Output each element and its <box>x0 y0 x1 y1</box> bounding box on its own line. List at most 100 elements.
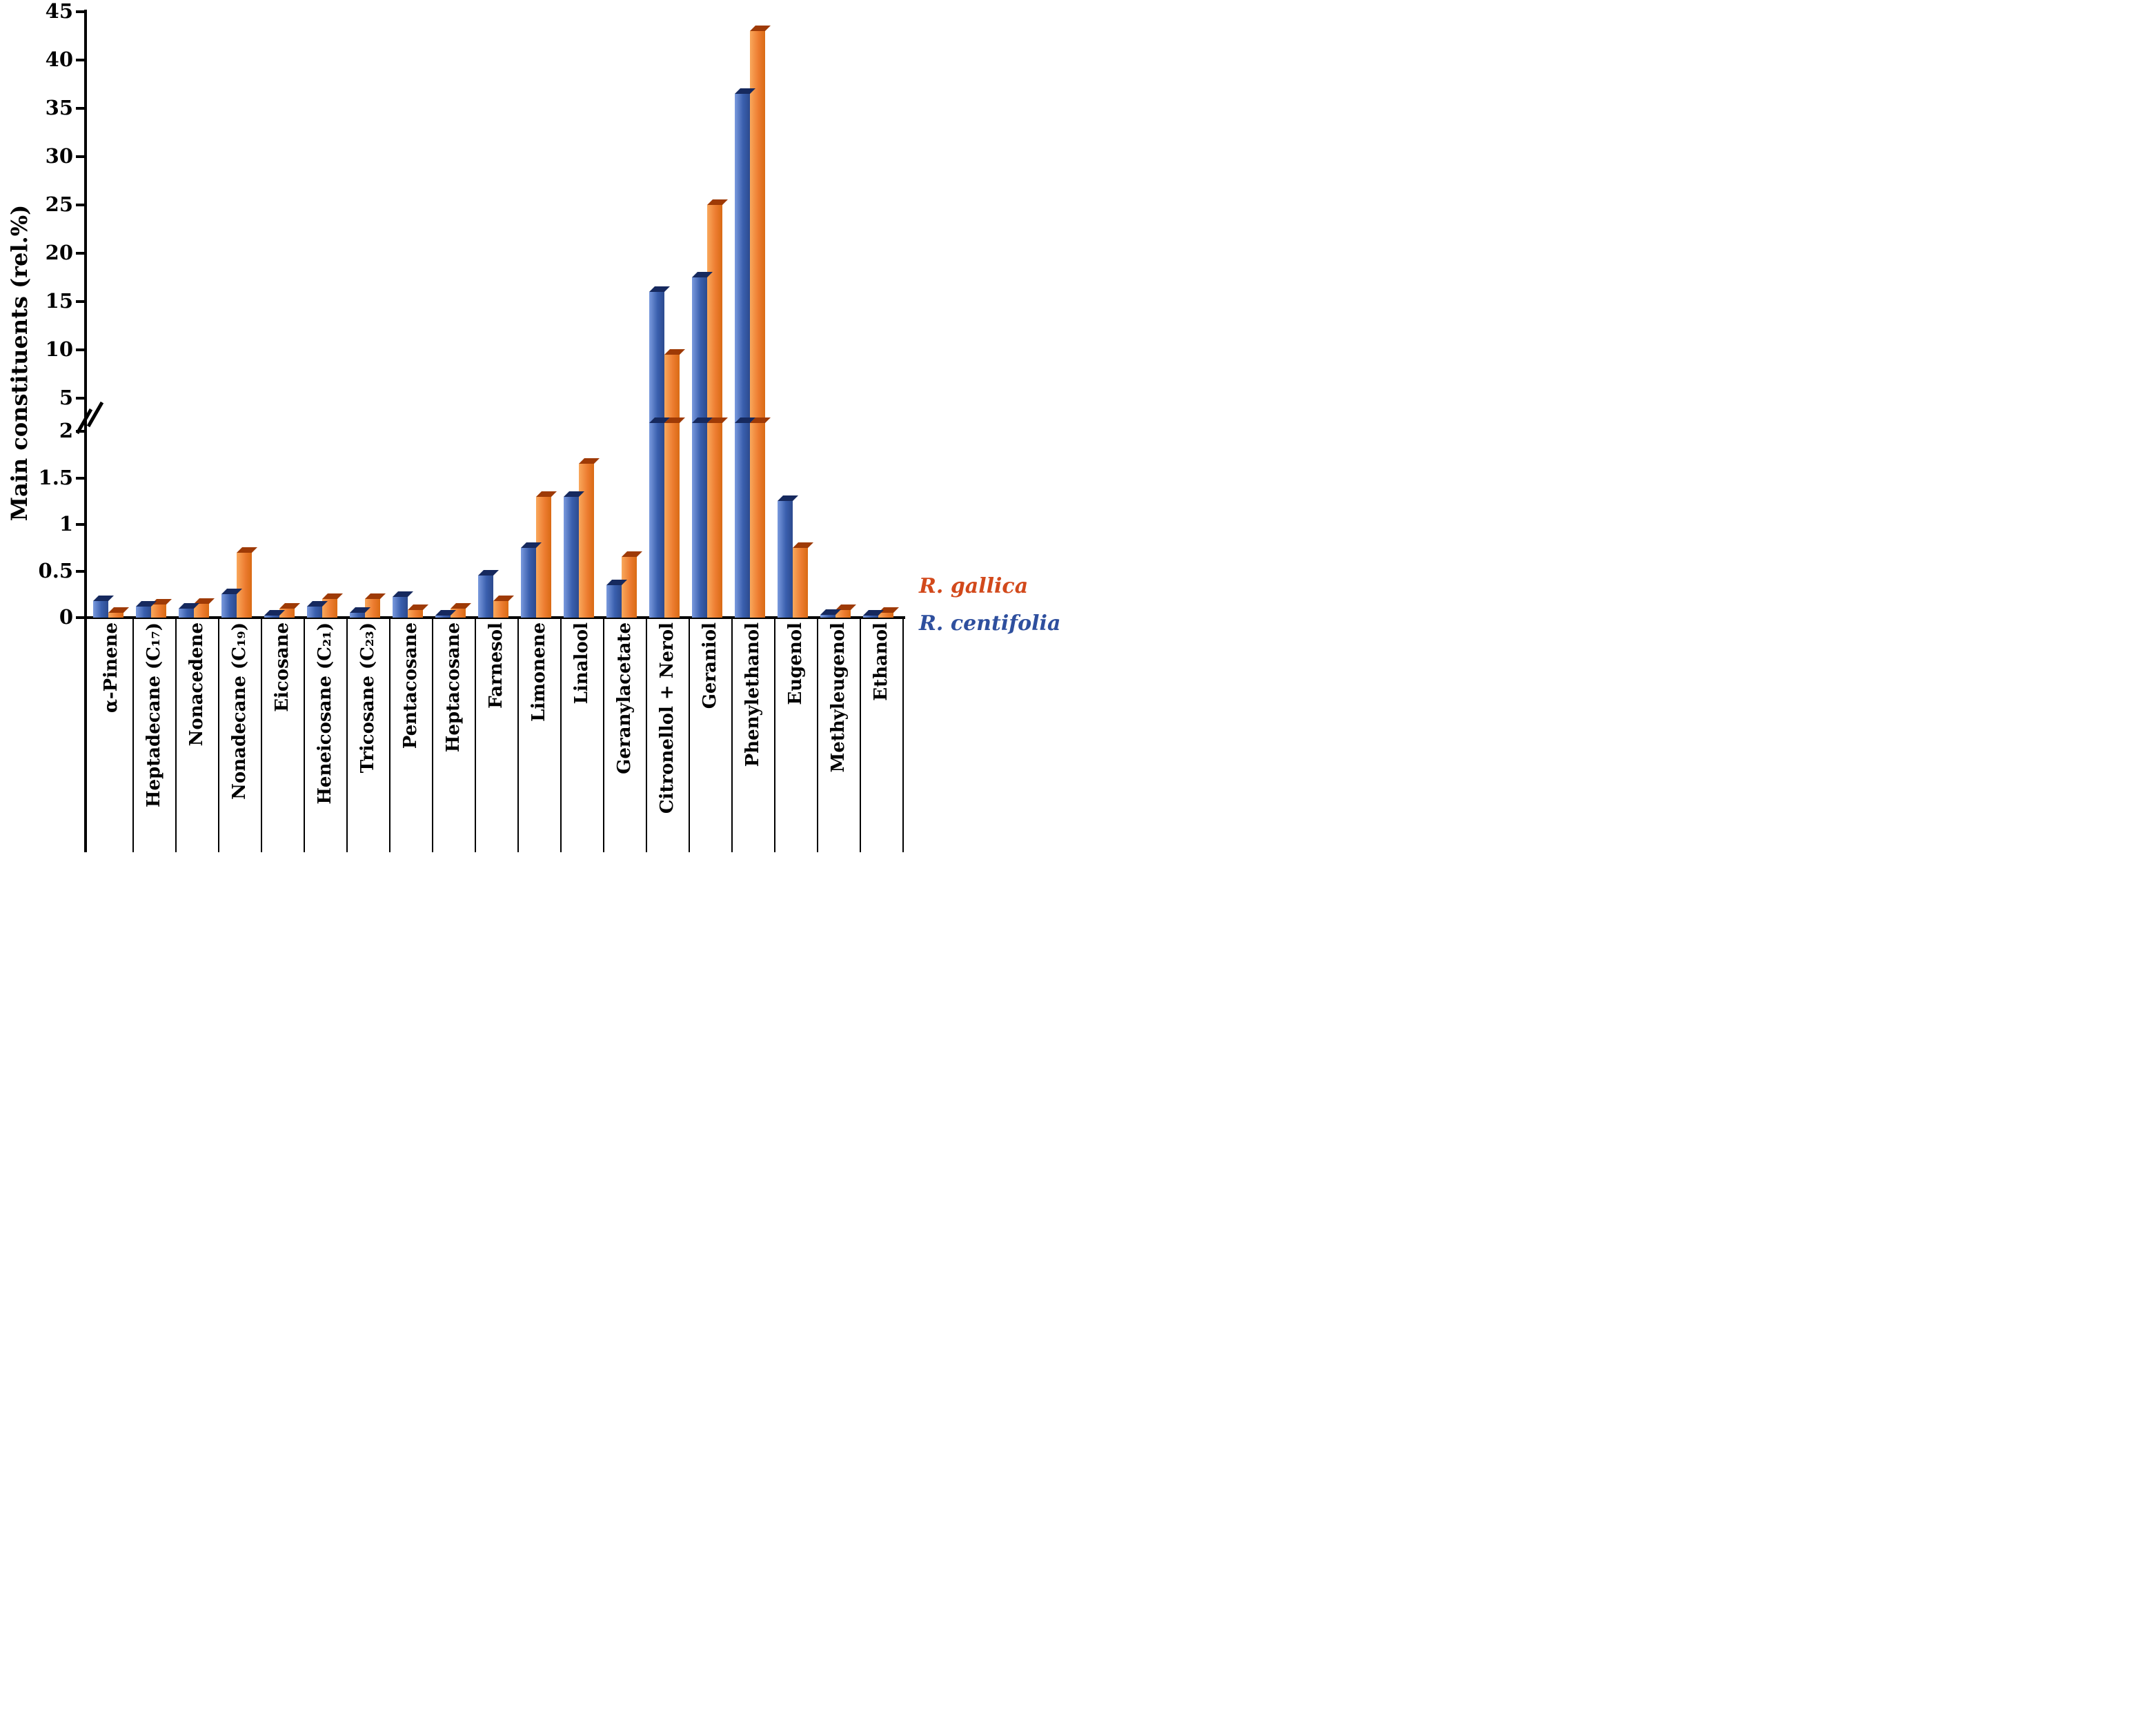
y-tick-label: 45 <box>45 0 73 23</box>
bar-r-centifolia <box>478 576 493 618</box>
bar-r-centifolia <box>692 277 707 618</box>
category-separator <box>603 619 604 852</box>
bar-r-centifolia <box>564 496 579 618</box>
bar-3d-cap <box>451 602 471 609</box>
bar-3d-cap <box>664 349 685 355</box>
bar-3d-cap <box>493 595 514 601</box>
bar-r-gallica <box>237 552 252 618</box>
bar-3d-cap <box>237 547 257 553</box>
bar-r-centifolia <box>179 608 194 618</box>
category-separator <box>261 619 262 852</box>
category-separator <box>817 619 818 852</box>
x-axis-line <box>84 616 905 619</box>
bar-3d-cap <box>322 593 343 599</box>
bar-r-centifolia <box>307 606 322 618</box>
bar-r-centifolia <box>863 616 878 618</box>
bar-r-gallica <box>493 600 508 618</box>
bar-r-gallica <box>579 464 594 618</box>
x-category-label: Heptacosane <box>443 622 464 753</box>
bar-3d-cap <box>108 607 129 613</box>
category-separator <box>346 619 348 852</box>
bar-3d-cap <box>536 491 557 497</box>
bar-r-gallica <box>151 605 166 618</box>
y-axis-line <box>84 10 87 852</box>
bar-3d-cap <box>93 595 114 601</box>
category-separator <box>132 619 134 852</box>
bar-r-gallica <box>750 31 765 618</box>
category-separator <box>774 619 775 852</box>
bar-r-centifolia <box>136 606 151 618</box>
y-tick-label: 5 <box>59 386 73 409</box>
bar-3d-cap <box>279 602 300 609</box>
bar-r-centifolia <box>221 594 237 618</box>
y-tick-mark <box>76 397 84 400</box>
bar-3d-cap <box>579 458 600 464</box>
x-category-label: Eicosane <box>272 622 293 712</box>
y-tick-label: 30 <box>45 144 73 168</box>
legend-r-centifolia: R. centifolia <box>919 611 1061 636</box>
y-tick-label: 40 <box>45 48 73 71</box>
y-tick-mark <box>76 300 84 303</box>
bar-r-centifolia <box>649 292 664 618</box>
category-separator <box>175 619 177 852</box>
bar-3d-cap <box>649 286 670 292</box>
x-category-label: α-Pinene <box>101 622 121 714</box>
x-category-label: Tricosane (C₂₃) <box>357 622 378 774</box>
category-separator <box>389 619 390 852</box>
y-tick-mark <box>76 476 84 480</box>
bar-3d-cap <box>478 570 499 576</box>
bar-3d-cap <box>778 495 798 502</box>
x-category-label: Phenylethanol <box>742 622 763 767</box>
category-separator <box>860 619 861 852</box>
x-category-label: Farnesol <box>486 622 506 709</box>
bar-r-centifolia <box>606 584 622 618</box>
y-tick-mark <box>76 523 84 526</box>
bar-r-gallica <box>365 599 380 618</box>
y-tick-mark <box>76 10 84 13</box>
bar-r-centifolia <box>820 614 835 618</box>
bar-r-centifolia <box>393 597 408 618</box>
bar-r-centifolia <box>93 600 108 618</box>
category-separator <box>689 619 690 852</box>
y-tick-label: 10 <box>45 337 73 361</box>
y-tick-mark <box>76 107 84 110</box>
x-category-label: Linalool <box>571 622 592 705</box>
category-separator <box>646 619 647 852</box>
bar-3d-cap <box>707 199 728 205</box>
bar-r-centifolia <box>264 616 279 618</box>
bar-3d-cap <box>365 593 386 599</box>
y-tick-mark <box>76 59 84 61</box>
bar-r-centifolia <box>350 613 365 618</box>
bar-r-gallica <box>878 613 893 618</box>
bar-3d-cap <box>750 26 771 31</box>
y-tick-label: 1 <box>59 512 73 535</box>
bar-r-gallica <box>322 599 337 618</box>
x-category-label: Nonacedene <box>186 622 207 747</box>
y-tick-mark <box>76 204 84 206</box>
bar-r-gallica <box>108 613 123 618</box>
y-tick-label: 35 <box>45 96 73 119</box>
x-category-label: Limonene <box>528 622 549 722</box>
x-category-label: Eugenol <box>785 622 806 705</box>
x-category-label: Nonadecane (C₁₉) <box>229 622 250 800</box>
bar-3d-cap <box>393 591 413 598</box>
bar-r-centifolia <box>435 616 451 618</box>
x-category-label: Heneicosane (C₂₁) <box>315 622 335 805</box>
bar-chart: Main constituents (rel.%) 0 0.5 1 1.5 2 5 10 15… <box>0 0 1078 855</box>
y-tick-mark <box>76 155 84 158</box>
bar-r-centifolia <box>778 501 793 618</box>
bar-r-gallica <box>536 496 551 618</box>
category-separator <box>731 619 733 852</box>
category-separator <box>432 619 433 852</box>
bar-r-gallica <box>793 547 808 618</box>
x-category-label: Methyleugenol <box>828 622 849 773</box>
bar-3d-cap <box>793 542 813 548</box>
y-tick-label: 0.5 <box>38 558 73 582</box>
category-separator <box>304 619 305 852</box>
bar-3d-cap <box>622 551 642 558</box>
bar-r-gallica <box>707 205 722 618</box>
legend-r-gallica: R. gallica <box>919 574 1029 598</box>
bar-r-gallica <box>835 610 851 618</box>
bar-r-gallica <box>664 355 680 618</box>
x-category-label: Geranylacetate <box>614 622 635 774</box>
